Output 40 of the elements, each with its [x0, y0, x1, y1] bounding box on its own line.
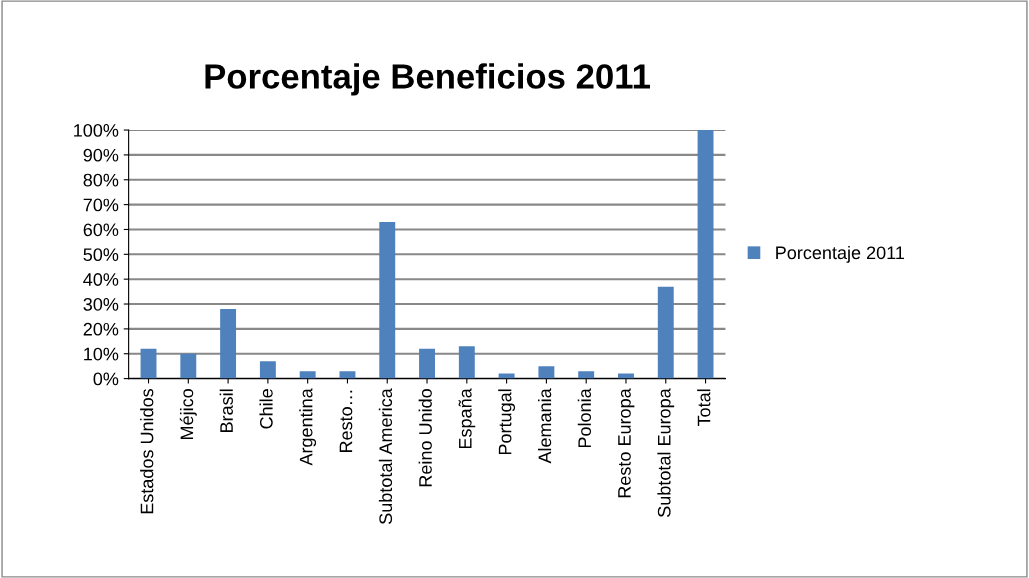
x-tick-label: Alemania: [537, 388, 552, 464]
bar: [180, 353, 197, 379]
bar: [140, 348, 157, 379]
bar: [259, 361, 276, 379]
y-tick-label: 20%: [83, 322, 119, 336]
bar: [697, 130, 714, 379]
x-tick-label: Total: [697, 389, 711, 427]
bar: [458, 346, 475, 379]
x-tick-label: España: [458, 388, 476, 449]
x-tick-label: Méjico: [179, 389, 197, 439]
bar: [419, 348, 435, 379]
y-tick-label: 80%: [83, 173, 119, 187]
legend-label: Porcentaje 2011: [776, 245, 905, 263]
x-tick-label: Resto Europa: [618, 388, 635, 498]
x-tick-label: Polonia: [577, 388, 592, 448]
x-tick-label: Chile: [259, 389, 273, 429]
y-tick-label: 100%: [74, 123, 119, 137]
y-tick-label: 40%: [83, 273, 119, 286]
bar: [657, 286, 674, 379]
y-tick-label: 30%: [83, 297, 119, 311]
bar: [578, 371, 595, 379]
x-tick-label: Estados Unidos: [140, 388, 154, 514]
x-tick-label: Resto…: [339, 390, 353, 453]
bar: [299, 371, 316, 379]
x-tick-label: Subtotal Europa: [657, 388, 675, 517]
x-tick-label: Argentina: [299, 388, 317, 466]
y-tick-label: 70%: [83, 198, 119, 212]
x-tick-label: Reino Unido: [418, 389, 432, 487]
y-tick-label: 0%: [93, 372, 119, 386]
x-tick-label: Brasil: [219, 389, 233, 432]
chart-title: Porcentaje Beneficios 2011: [205, 63, 650, 96]
bar: [538, 366, 555, 379]
y-tick-label: 50%: [83, 248, 119, 262]
y-tick-label: 90%: [83, 148, 119, 162]
y-tick-label: 10%: [84, 347, 119, 361]
bar: [379, 222, 396, 379]
x-tick-label: Subtotal America: [378, 388, 393, 524]
x-tick-label: Portugal: [498, 389, 516, 455]
y-tick-label: 60%: [83, 223, 119, 237]
bar: [220, 309, 237, 379]
